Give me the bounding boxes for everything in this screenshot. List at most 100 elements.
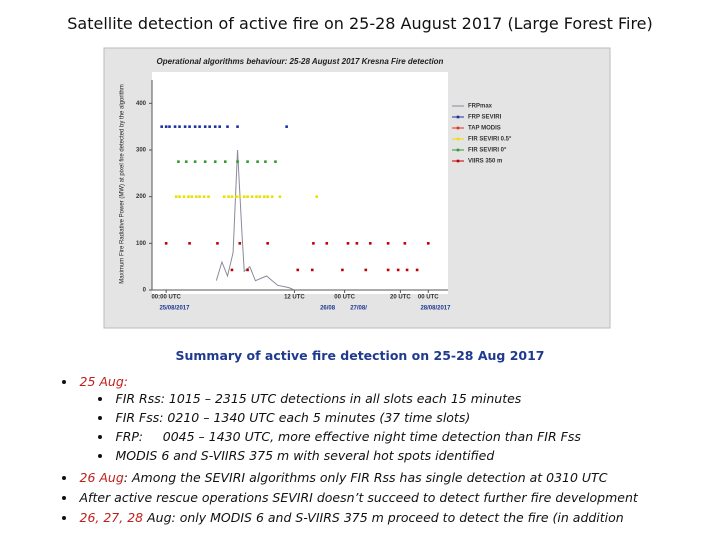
y-tick-label: 100 (136, 241, 147, 247)
point (164, 242, 168, 245)
point (188, 242, 191, 245)
y-axis-label: Maximum Fire Radiative Power (MW) at pix… (120, 84, 126, 283)
bullet: 26, 27, 28 Aug: only MODIS 6 and S-VIIRS… (62, 510, 638, 525)
point (202, 195, 206, 198)
point (188, 125, 191, 128)
bullets: 25 Aug: FIR Rss: 1015 – 2315 UTC detecti… (62, 374, 638, 530)
point (164, 125, 168, 128)
point (193, 125, 197, 128)
point (198, 125, 201, 128)
legend-label: FRPmax (468, 104, 493, 110)
point (426, 242, 430, 245)
point (346, 242, 350, 245)
plot-area (152, 72, 448, 294)
point (246, 195, 249, 198)
point (368, 242, 372, 245)
point (242, 195, 246, 198)
point (207, 195, 210, 198)
point (177, 160, 180, 163)
date: 26 Aug (79, 470, 124, 485)
point (403, 242, 407, 245)
sub-bullets: FIR Rss: 1015 – 2315 UTC detections in a… (62, 389, 638, 465)
point (223, 160, 227, 163)
point (325, 242, 329, 245)
point (213, 160, 217, 163)
point (216, 242, 219, 245)
point (296, 268, 300, 272)
bullet-text: : Among the SEVIRI algorithms only FIR R… (123, 470, 608, 485)
point (278, 195, 282, 198)
point (203, 160, 207, 163)
point (174, 195, 178, 198)
point (190, 195, 194, 198)
legend-label: TAP MODIS (468, 126, 501, 132)
point (258, 195, 262, 198)
point (246, 160, 249, 163)
slide-title: Satellite detection of active fire on 25… (67, 14, 653, 33)
y-tick-label: 200 (136, 194, 147, 200)
legend-label: FIR SEVIRI 0° (468, 148, 507, 154)
x-date-label: 25/08/2017 (159, 306, 190, 312)
legend-label: FIR SEVIRI 0.5° (468, 137, 512, 143)
caption: Summary of active fire detection on 25-2… (175, 348, 545, 363)
point (230, 268, 234, 272)
point (312, 242, 315, 245)
x-tick-label: 12 UTC (284, 295, 305, 301)
date: 26, 27, 28 (79, 510, 144, 525)
point (230, 195, 234, 198)
point (310, 268, 314, 272)
point (386, 242, 390, 245)
point (227, 195, 230, 198)
y-tick-label: 400 (136, 101, 147, 107)
point (236, 160, 239, 163)
legend-marker (456, 148, 460, 152)
bullet: After active rescue operations SEVIRI do… (62, 490, 638, 505)
bullet: 26 Aug: Among the SEVIRI algorithms only… (62, 470, 638, 485)
point (198, 195, 201, 198)
legend-label: VIIRS 350 m (468, 159, 502, 165)
legend-marker (456, 137, 460, 141)
x-tick-label: 20 UTC (390, 295, 411, 301)
point (238, 195, 242, 198)
point (236, 125, 239, 128)
point (194, 195, 198, 198)
point (386, 268, 390, 272)
sub-bullet: MODIS 6 and S-VIIRS 375 m with several h… (98, 446, 638, 465)
y-tick-label: 300 (136, 148, 147, 154)
y-tick-label: 0 (143, 288, 147, 294)
point (396, 268, 400, 272)
sub-bullet: FIR Fss: 0210 – 1340 UTC each 5 minutes … (98, 408, 638, 427)
point (246, 268, 249, 272)
chart-title: Operational algorithms behaviour: 25-28 … (157, 57, 444, 66)
series-line (215, 149, 295, 291)
point (178, 195, 181, 198)
point (208, 125, 211, 128)
x-date-label: 26/08 (320, 306, 336, 312)
point (250, 195, 254, 198)
legend-marker (456, 126, 460, 130)
legend-label: FRP SEVIRI (468, 115, 502, 121)
point (235, 195, 238, 198)
bullet-text: After active rescue operations SEVIRI do… (79, 490, 638, 505)
sub-bullet: FIR Rss: 1015 – 2315 UTC detections in a… (98, 389, 638, 408)
point (270, 195, 274, 198)
point (364, 268, 368, 272)
sub-bullet: FRP: 0045 – 1430 UTC, more effective nig… (98, 427, 638, 446)
point (266, 195, 269, 198)
point (182, 195, 186, 198)
point (178, 125, 181, 128)
date: 25 Aug: (79, 374, 129, 389)
point (238, 242, 242, 245)
point (415, 268, 419, 272)
point (355, 242, 359, 245)
point (222, 195, 226, 198)
point (213, 125, 217, 128)
point (183, 125, 187, 128)
point (203, 125, 207, 128)
point (405, 268, 409, 272)
point (218, 125, 221, 128)
point (168, 125, 171, 128)
point (263, 195, 266, 198)
